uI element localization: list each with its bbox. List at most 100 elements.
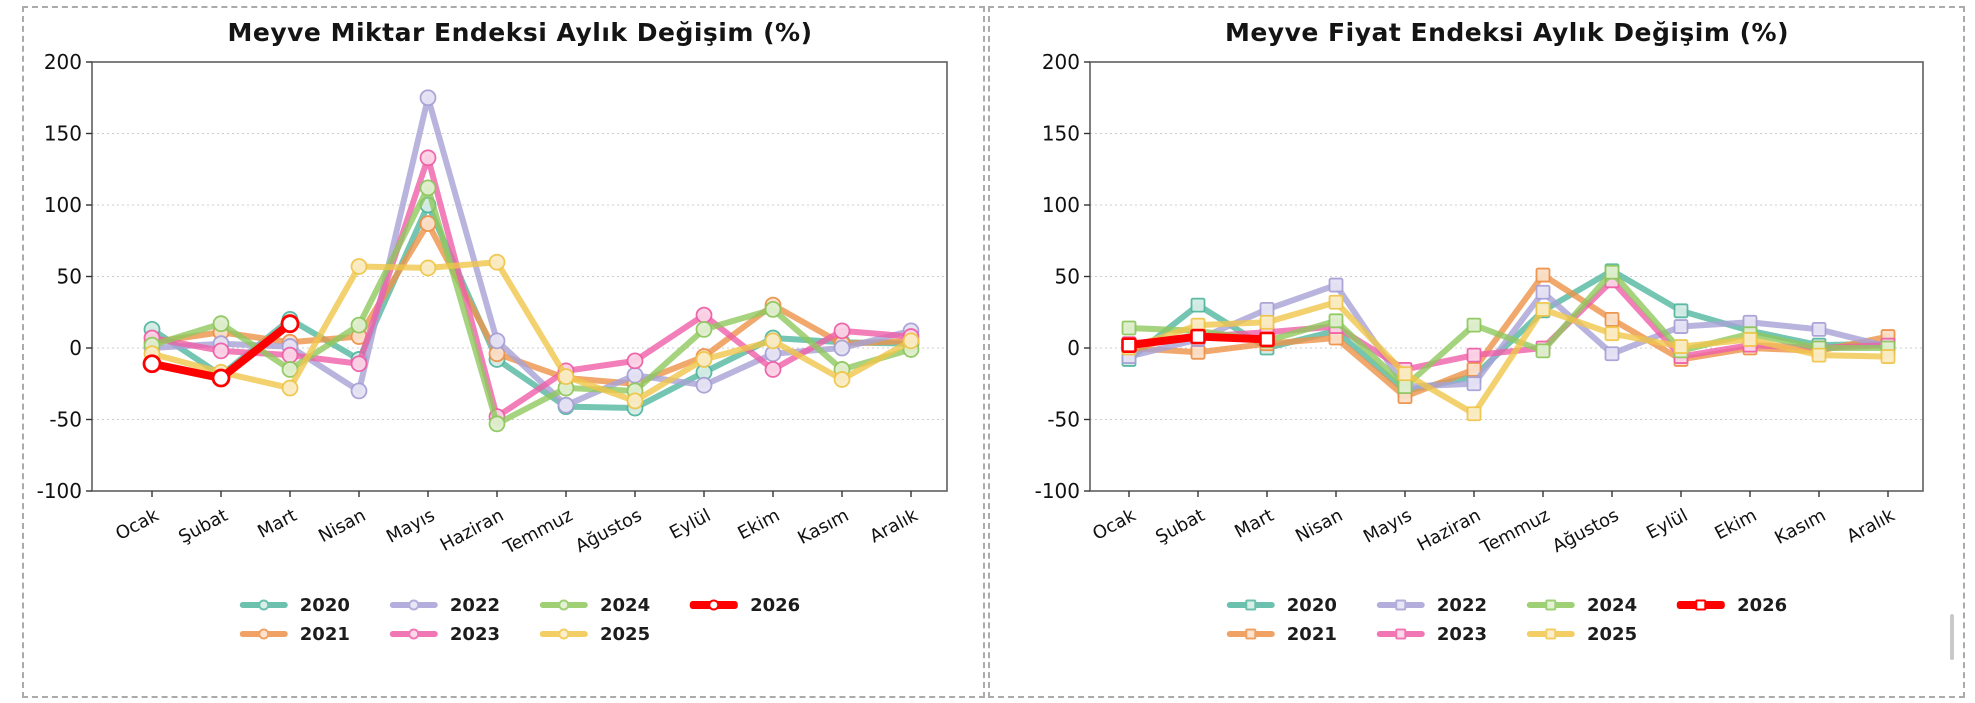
- legend-marker-square: [1545, 628, 1557, 640]
- legend-item-2023[interactable]: 2023: [389, 623, 500, 645]
- legend-label: 2024: [1587, 594, 1638, 616]
- legend-line-swatch: [1527, 599, 1575, 611]
- legend-item-2021[interactable]: 2021: [239, 623, 350, 645]
- svg-text:200: 200: [1042, 50, 1080, 74]
- legend-marker-circle: [408, 599, 420, 611]
- legend-label: 2026: [1737, 594, 1788, 616]
- svg-text:Ağustos: Ağustos: [572, 505, 645, 557]
- legend-quantity: 2020 2021 2022 2023 2024 2025 2026: [239, 594, 800, 645]
- svg-text:Kasım: Kasım: [1771, 505, 1829, 549]
- legend-column: 2022 2023: [389, 594, 500, 645]
- svg-text:Haziran: Haziran: [437, 505, 508, 556]
- series-2026: [1121, 328, 1275, 353]
- y-axis: 200 150 100 50 0 -50 -100: [1035, 50, 1090, 503]
- legend-item-2024[interactable]: 2024: [540, 594, 650, 616]
- svg-text:Nisan: Nisan: [315, 505, 369, 547]
- legend-marker-square: [1545, 599, 1557, 611]
- svg-text:Şubat: Şubat: [175, 505, 231, 548]
- svg-text:-50: -50: [1047, 408, 1080, 432]
- svg-text:-50: -50: [49, 408, 82, 432]
- svg-text:100: 100: [44, 193, 82, 217]
- svg-text:Ekim: Ekim: [734, 505, 783, 544]
- svg-text:Ağustos: Ağustos: [1549, 505, 1622, 557]
- line-chart-quantity: 200 150 100 50 0 -50 -100 Ocak Şubat Mart Nisan May…: [37, 50, 948, 559]
- scrollbar-thumb[interactable]: [1950, 614, 1954, 660]
- legend-label: 2023: [1436, 623, 1487, 645]
- legend-line-swatch: [1226, 599, 1275, 611]
- svg-text:50: 50: [57, 265, 82, 289]
- legend-label: 2020: [299, 594, 350, 616]
- legend-marker-square: [1395, 599, 1407, 611]
- legend-item-2025[interactable]: 2025: [540, 623, 650, 645]
- figure-panel-quantity: Meyve Miktar Endeksi Aylık Değişim (%) 2…: [22, 6, 985, 698]
- legend-line-swatch: [1226, 628, 1275, 640]
- legend-line-swatch: [540, 599, 588, 611]
- svg-text:0: 0: [69, 336, 82, 360]
- legend-marker-square: [1695, 599, 1707, 611]
- legend-item-2022[interactable]: 2022: [1376, 594, 1487, 616]
- legend-column: 2022 2023: [1376, 594, 1487, 645]
- svg-text:Ocak: Ocak: [112, 505, 163, 545]
- svg-text:Mayıs: Mayıs: [1360, 505, 1415, 548]
- legend-label: 2022: [449, 594, 500, 616]
- legend-column: 2020 2021: [1226, 594, 1337, 645]
- legend-column: 2026: [1677, 594, 1787, 645]
- x-axis: Ocak Şubat Mart Nisan MayısHaziranTemmuzAğus…: [112, 491, 922, 559]
- legend-label: 2026: [750, 594, 801, 616]
- svg-text:Eylül: Eylül: [1643, 505, 1691, 544]
- chart-title-quantity: Meyve Miktar Endeksi Aylık Değişim (%): [227, 18, 813, 47]
- svg-text:150: 150: [44, 122, 82, 146]
- legend-item-2020[interactable]: 2020: [1226, 594, 1337, 616]
- svg-text:Temmuz: Temmuz: [499, 505, 576, 559]
- legend-line-swatch: [1527, 628, 1575, 640]
- legend-column: 2024 2025: [540, 594, 650, 645]
- svg-text:Haziran: Haziran: [1414, 505, 1485, 556]
- legend-line-swatch: [1376, 628, 1425, 640]
- legend-marker-circle: [558, 628, 570, 640]
- legend-line-swatch: [690, 599, 739, 611]
- legend-marker-circle: [558, 599, 570, 611]
- legend-label: 2020: [1286, 594, 1337, 616]
- chart-title-price: Meyve Fiyat Endeksi Aylık Değişim (%): [1224, 18, 1790, 47]
- series-2026: [142, 314, 300, 388]
- legend-item-2025[interactable]: 2025: [1527, 623, 1637, 645]
- svg-text:Mart: Mart: [254, 505, 300, 543]
- legend-line-swatch: [1376, 599, 1425, 611]
- legend-label: 2023: [449, 623, 500, 645]
- legend-marker-circle: [258, 628, 270, 640]
- legend-line-swatch: [389, 628, 438, 640]
- legend-label: 2025: [600, 623, 651, 645]
- legend-line-swatch: [1677, 599, 1726, 611]
- legend-line-swatch: [389, 599, 438, 611]
- legend-column: 2026: [690, 594, 800, 645]
- line-chart-price: 200 150 100 50 0 -50 -100 Ocak Şubat Mart Nisan May…: [1035, 50, 1924, 559]
- svg-text:-100: -100: [1035, 479, 1080, 503]
- legend-item-2026[interactable]: 2026: [690, 594, 800, 616]
- svg-text:Şubat: Şubat: [1152, 505, 1208, 548]
- legend-marker-square: [1245, 599, 1257, 611]
- svg-text:Eylül: Eylül: [666, 505, 714, 544]
- legend-label: 2024: [600, 594, 651, 616]
- svg-text:200: 200: [44, 50, 82, 74]
- legend-label: 2025: [1587, 623, 1638, 645]
- legend-label: 2021: [1286, 623, 1337, 645]
- svg-text:Temmuz: Temmuz: [1476, 505, 1553, 559]
- legend-label: 2021: [299, 623, 350, 645]
- series-2025: [143, 253, 920, 410]
- svg-text:-100: -100: [37, 479, 82, 503]
- x-axis: Ocak Şubat Mart Nisan MayısHaziranTemmuzAğus…: [1089, 491, 1899, 559]
- legend-item-2022[interactable]: 2022: [389, 594, 500, 616]
- svg-text:Nisan: Nisan: [1292, 505, 1346, 547]
- svg-text:Kasım: Kasım: [794, 505, 852, 549]
- legend-line-swatch: [239, 599, 288, 611]
- legend-item-2023[interactable]: 2023: [1376, 623, 1487, 645]
- legend-item-2024[interactable]: 2024: [1527, 594, 1637, 616]
- legend-marker-circle: [408, 628, 420, 640]
- legend-item-2026[interactable]: 2026: [1677, 594, 1787, 616]
- legend-item-2021[interactable]: 2021: [1226, 623, 1337, 645]
- legend-column: 2020 2021: [239, 594, 350, 645]
- legend-item-2020[interactable]: 2020: [239, 594, 350, 616]
- svg-text:Aralık: Aralık: [1843, 505, 1899, 548]
- legend-marker-circle: [708, 599, 720, 611]
